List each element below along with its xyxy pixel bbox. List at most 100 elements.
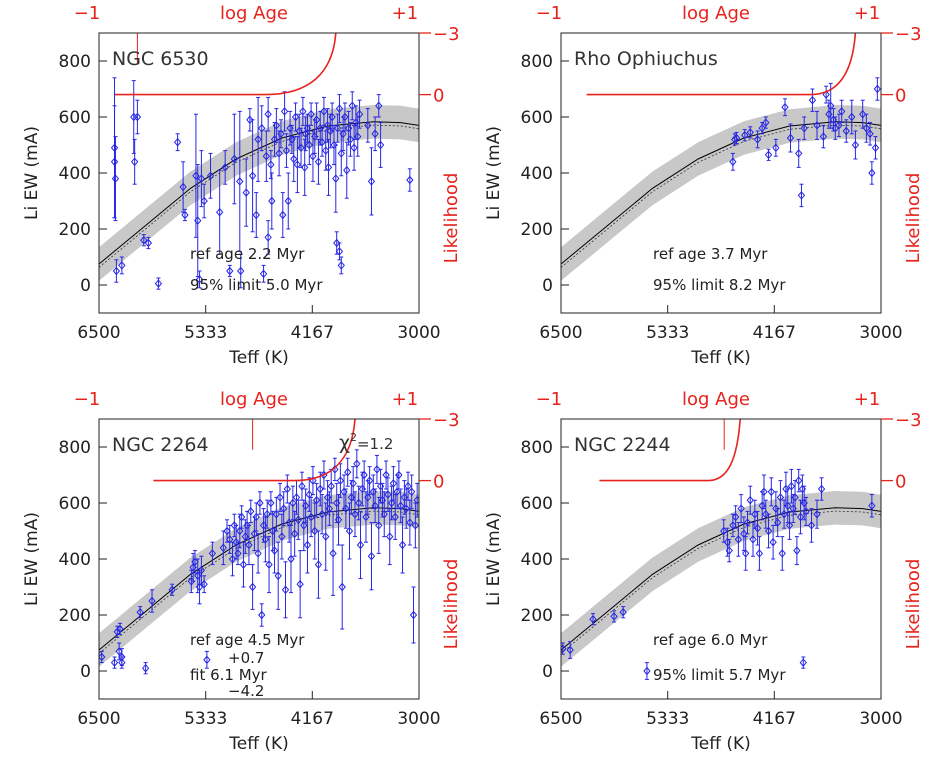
- annotation: −4.2: [228, 682, 264, 700]
- data-point: [762, 118, 770, 127]
- likelihood-curve: [599, 419, 741, 482]
- data-point: [195, 582, 204, 592]
- data-point: [254, 135, 262, 144]
- data-point: [154, 279, 163, 288]
- y-tick-label: 200: [59, 220, 91, 240]
- annotation: ref age 3.7 Myr: [653, 245, 768, 263]
- data-point: [397, 501, 405, 511]
- data-point: [246, 115, 254, 125]
- annotation: ref age 6.0 Myr: [653, 631, 768, 649]
- data-point: [206, 171, 215, 181]
- data-point: [221, 163, 229, 172]
- y-axis-label: Li EW (mA): [484, 126, 504, 220]
- annotation: 95% limit 5.0 Myr: [190, 276, 323, 294]
- data-point: [408, 487, 416, 497]
- data-point: [351, 509, 359, 519]
- data-point: [344, 467, 352, 477]
- data-point: [276, 493, 284, 502]
- data-point: [118, 658, 126, 667]
- data-point: [296, 579, 304, 589]
- data-point: [334, 515, 343, 525]
- y-tick-label: 800: [521, 52, 553, 72]
- data-point: [116, 624, 124, 634]
- data-point: [851, 140, 860, 150]
- data-point: [228, 554, 237, 564]
- data-point: [234, 549, 242, 558]
- data-point: [250, 529, 259, 539]
- data-point: [291, 112, 300, 122]
- data-point: [312, 495, 321, 505]
- data-point: [270, 546, 279, 555]
- data-point: [375, 521, 383, 530]
- data-point: [795, 149, 803, 158]
- data-point: [753, 523, 762, 533]
- panel-title: NGC 2264: [112, 434, 209, 456]
- data-point: [330, 140, 338, 150]
- y-tick-label: 0: [542, 276, 553, 296]
- data-point: [237, 266, 245, 276]
- data-point: [342, 504, 350, 513]
- x-tick-label: 4167: [291, 709, 334, 729]
- likelihood-curve: [586, 33, 857, 96]
- data-point: [281, 585, 290, 595]
- likelihood-curve: [153, 419, 356, 482]
- data-point: [398, 540, 407, 550]
- data-point: [797, 191, 806, 200]
- data-point: [133, 112, 142, 122]
- data-point: [835, 121, 843, 130]
- data-point: [643, 666, 651, 676]
- data-point: [802, 507, 810, 516]
- data-point: [323, 121, 332, 130]
- data-point: [141, 663, 150, 673]
- plot-area: [561, 33, 881, 281]
- data-point: [258, 123, 266, 133]
- data-point: [813, 509, 821, 519]
- data-point: [341, 112, 349, 122]
- data-point: [264, 109, 272, 119]
- y-tick-label: 800: [59, 52, 91, 72]
- data-point: [871, 143, 880, 153]
- plot-frame: [560, 418, 882, 700]
- y-tick-label: 200: [59, 606, 91, 626]
- y-tick-label: 0: [542, 662, 553, 682]
- data-point: [354, 132, 362, 141]
- data-point: [734, 535, 743, 544]
- right-tick-label: 0: [433, 86, 444, 107]
- data-point: [356, 540, 365, 550]
- data-point: [297, 143, 305, 153]
- data-point: [256, 498, 264, 508]
- data-point: [248, 582, 257, 592]
- data-point: [305, 490, 313, 499]
- annotation: fit 6.1 Myr: [190, 666, 268, 684]
- top-tick-label: +1: [854, 3, 881, 24]
- x-tick-label: 3000: [859, 323, 902, 343]
- data-point: [230, 521, 238, 530]
- data-point: [725, 546, 733, 555]
- data-point: [316, 123, 324, 133]
- panel-1: 6500 5333 4167 3000 0 200 400 600 800 −3 0 −1 +1 log …: [22, 3, 462, 368]
- data-point: [822, 90, 830, 99]
- x-axis-label: Teff (K): [690, 348, 750, 368]
- right-axis-label: Likelihood: [903, 173, 924, 264]
- data-point: [216, 207, 224, 217]
- data-point: [740, 529, 748, 539]
- data-point: [354, 498, 363, 508]
- data-point: [259, 269, 268, 279]
- data-point: [807, 521, 816, 530]
- data-point: [389, 479, 398, 488]
- data-point: [336, 476, 345, 485]
- right-tick-label: 0: [433, 472, 444, 493]
- data-point: [118, 261, 126, 270]
- chi2-exponent: 2: [350, 431, 357, 444]
- data-point: [118, 652, 126, 662]
- x-tick-label: 5333: [184, 323, 227, 343]
- data-point: [279, 210, 287, 220]
- data-point: [200, 196, 208, 206]
- data-point: [223, 526, 231, 536]
- data-point: [411, 521, 419, 530]
- x-tick-label: 3000: [397, 323, 440, 343]
- data-point: [258, 610, 266, 620]
- data-point: [364, 493, 372, 502]
- x-tick-label: 3000: [397, 709, 440, 729]
- data-point: [283, 484, 292, 494]
